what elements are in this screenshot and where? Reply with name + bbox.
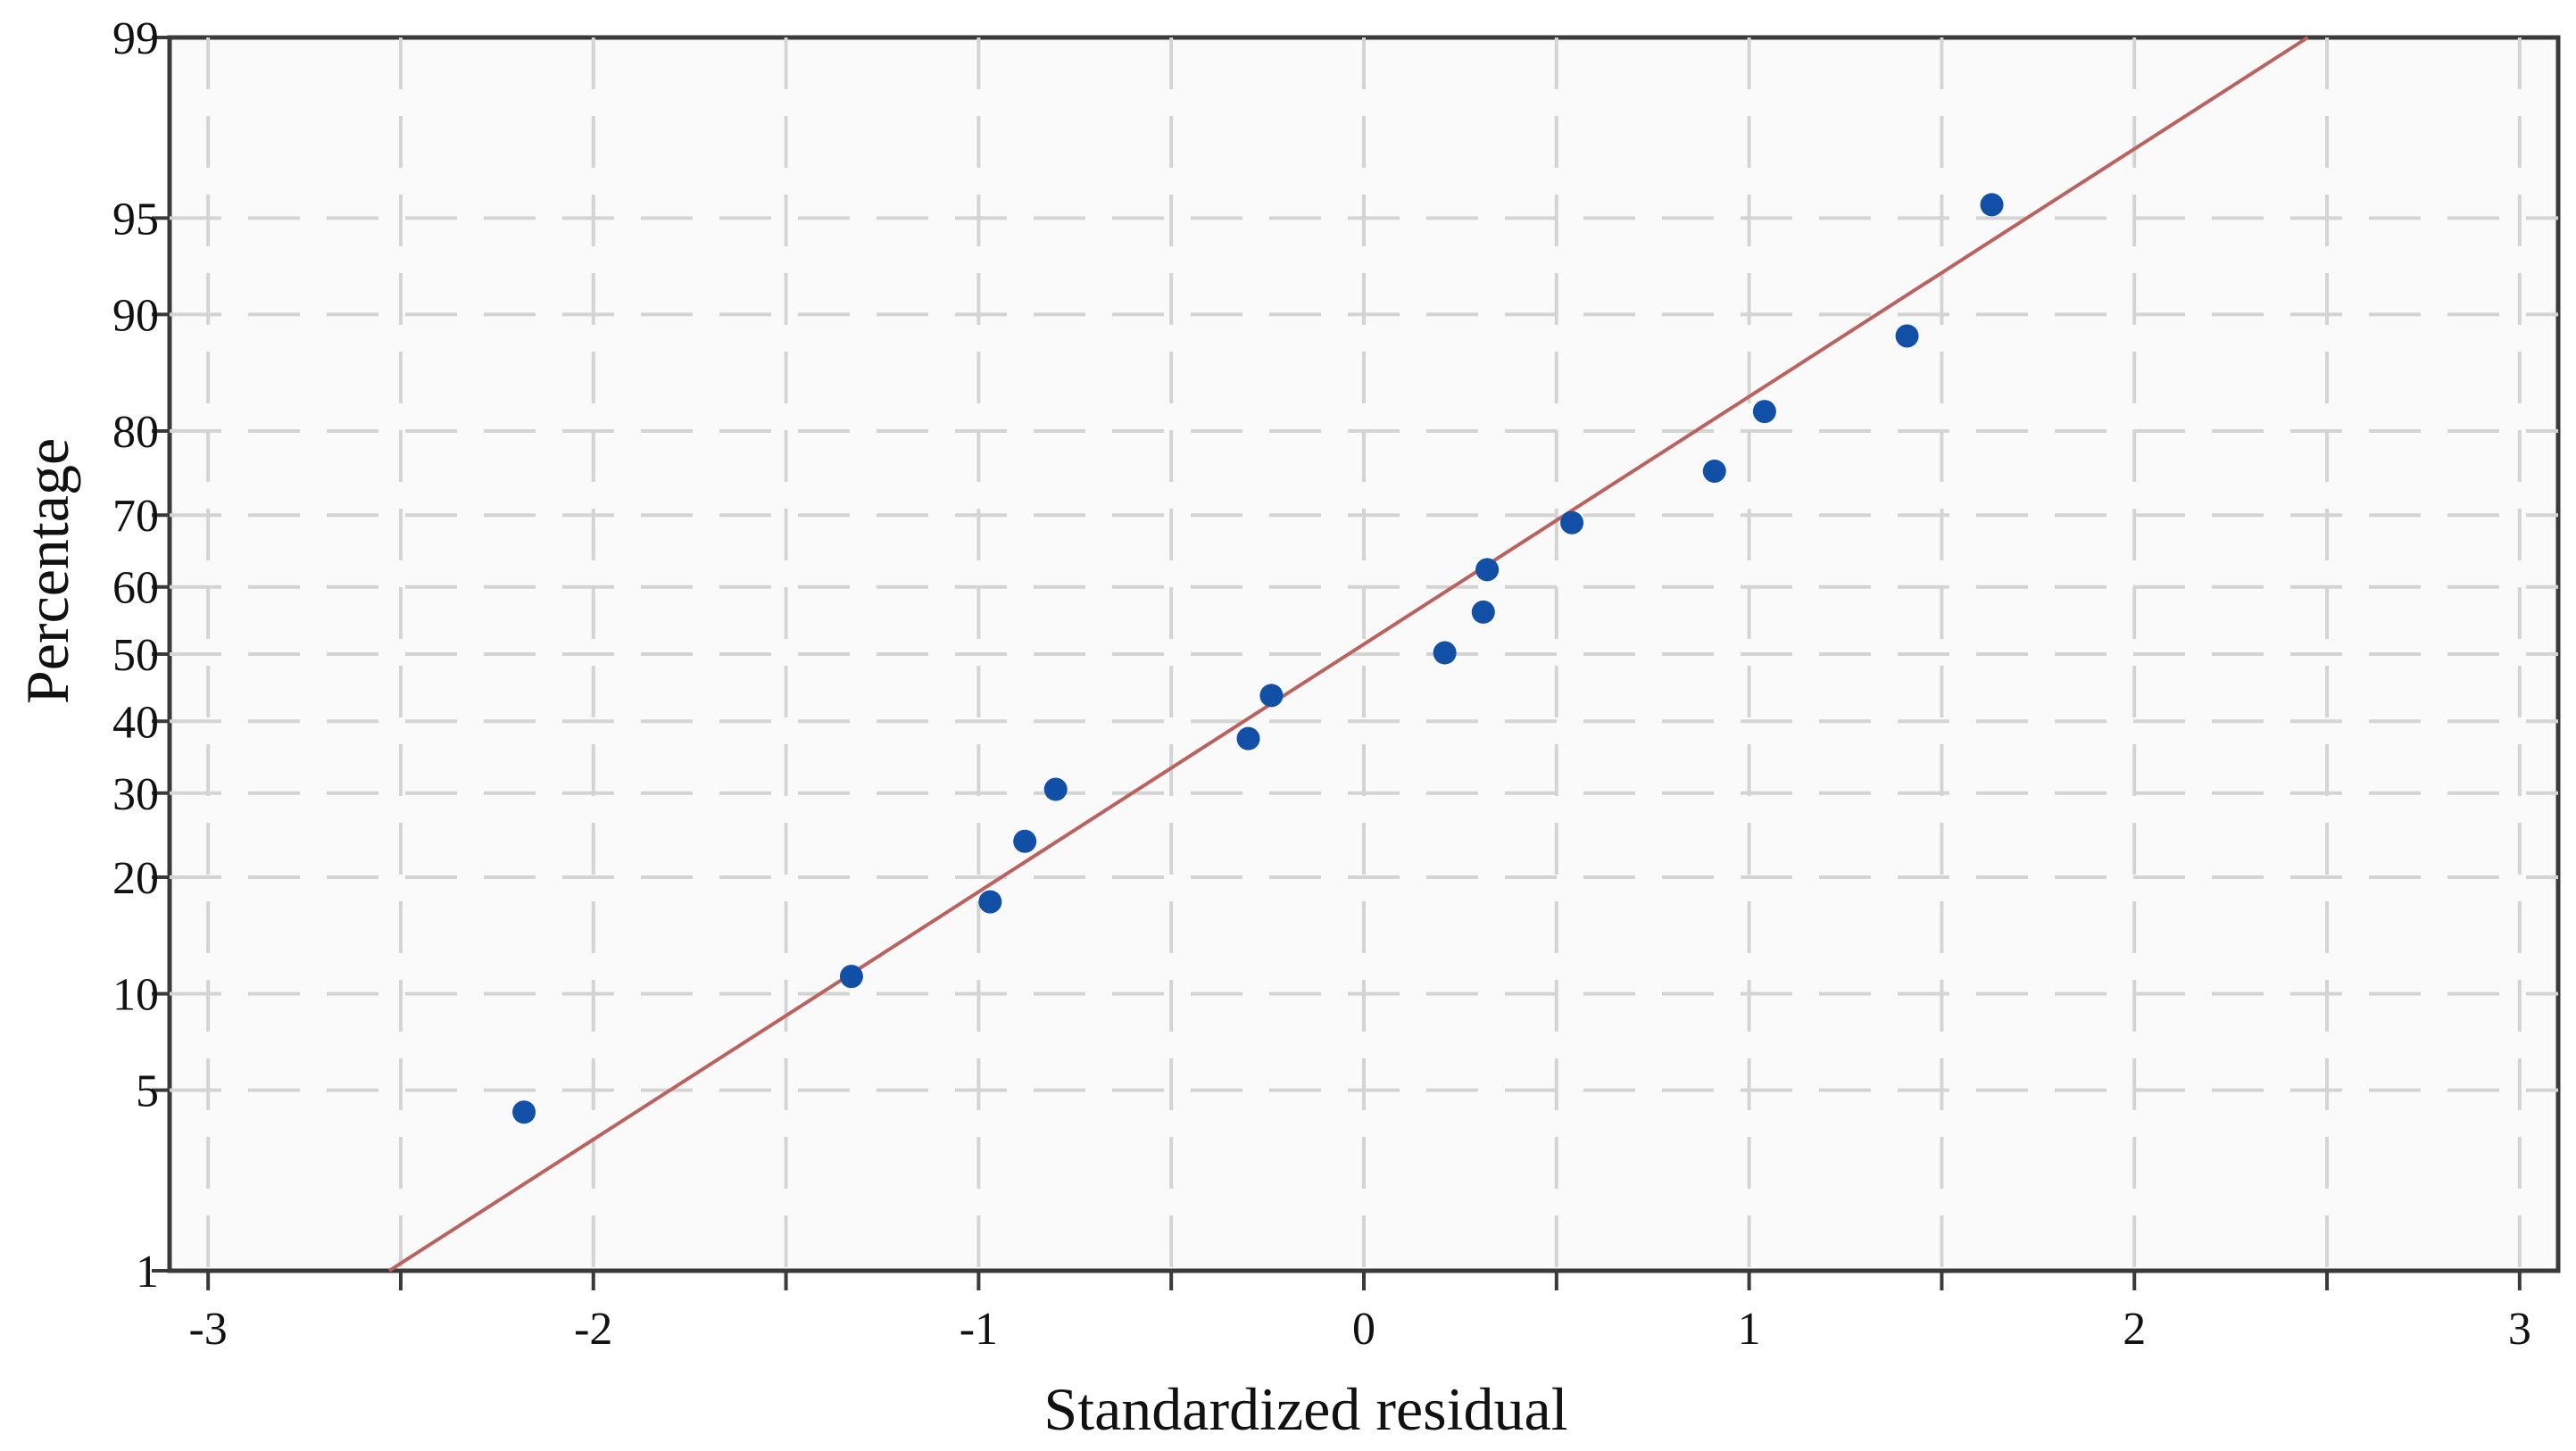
- data-point: [1471, 600, 1495, 624]
- y-tick-label: 60: [112, 563, 159, 614]
- data-point: [978, 890, 1002, 914]
- y-tick-label: 40: [112, 697, 159, 748]
- x-tick-label: -1: [960, 1304, 998, 1355]
- data-point: [1752, 400, 1776, 424]
- data-point: [1433, 641, 1457, 665]
- data-points: [512, 193, 2004, 1124]
- y-tick-label: 90: [112, 290, 159, 341]
- x-tick-label: -2: [574, 1304, 612, 1355]
- x-tick-label: 2: [2123, 1304, 2146, 1355]
- data-point: [1475, 558, 1500, 582]
- data-point: [1259, 684, 1284, 708]
- y-tick-label: 50: [112, 630, 159, 681]
- y-tick-label: 1: [136, 1247, 159, 1298]
- data-point: [839, 965, 863, 989]
- data-point: [1013, 829, 1037, 853]
- data-point: [1560, 510, 1584, 535]
- x-axis-title: Standardized residual: [1043, 1375, 1567, 1443]
- y-tick-label: 99: [112, 13, 159, 64]
- y-tick-label: 30: [112, 769, 159, 820]
- y-tick-label: 5: [136, 1066, 159, 1117]
- data-point: [1895, 324, 1919, 348]
- y-tick-label: 80: [112, 407, 159, 458]
- x-tick-label: 3: [2508, 1304, 2531, 1355]
- data-point: [1702, 459, 1726, 483]
- data-point: [512, 1100, 536, 1124]
- data-point: [1236, 726, 1260, 750]
- data-point: [1043, 777, 1068, 801]
- x-tick-label: 1: [1738, 1304, 1761, 1355]
- y-tick-label: 20: [112, 853, 159, 904]
- y-tick-label: 70: [112, 491, 159, 542]
- data-point: [1980, 193, 2004, 217]
- x-axis-ticks: -3 -2 -1 0 1 2 3: [188, 1271, 2531, 1355]
- y-axis-ticks: 1 5 10 20 30 40 50 60 70 80 90 95 99: [112, 13, 170, 1298]
- y-tick-label: 10: [112, 970, 159, 1021]
- x-tick-label: -3: [188, 1304, 227, 1355]
- grid-lines: [170, 37, 2558, 1271]
- y-axis-title: Percentage: [13, 438, 81, 704]
- fit-line: [387, 36, 2309, 1273]
- x-tick-label: 0: [1352, 1304, 1375, 1355]
- y-tick-label: 95: [112, 194, 159, 245]
